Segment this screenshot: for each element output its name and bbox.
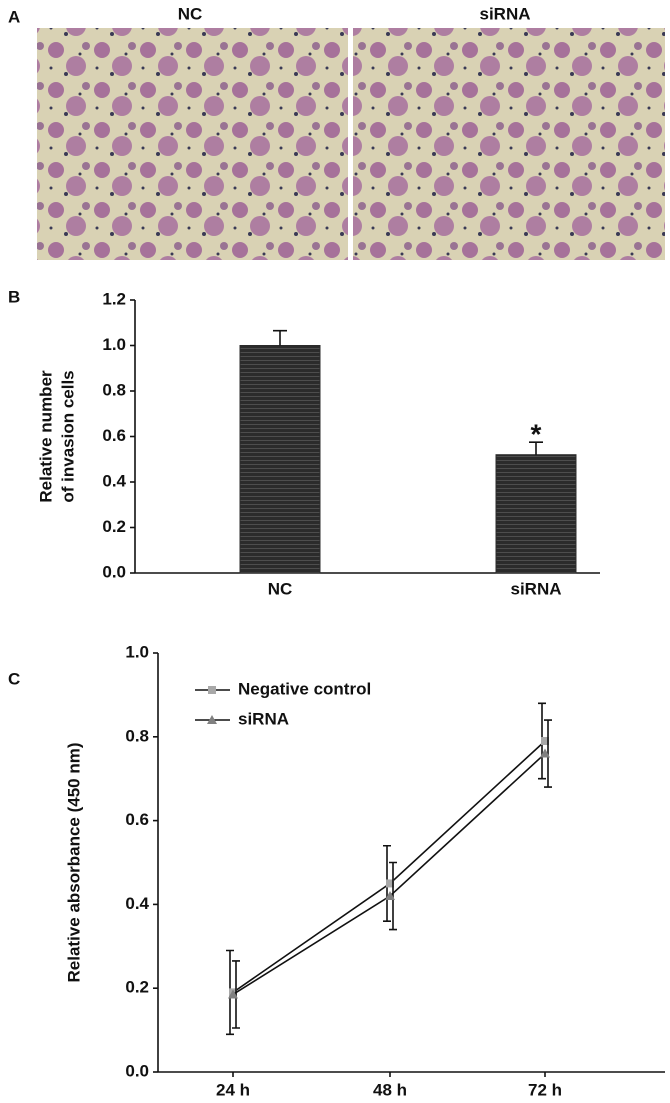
marker — [228, 989, 238, 999]
error-bar — [273, 329, 287, 346]
y-axis-label: Relative number — [36, 370, 55, 503]
y-tick-label: 1.2 — [102, 289, 126, 308]
y-axis-label: Relative absorbance (450 nm) — [64, 743, 83, 983]
panel-label: B — [8, 287, 20, 306]
series-line — [232, 752, 546, 996]
legend-label: siRNA — [238, 709, 289, 728]
marker — [385, 891, 395, 901]
y-tick-label: 1.0 — [125, 642, 149, 661]
x-tick-label: siRNA — [510, 579, 561, 598]
y-tick-label: 0.4 — [102, 471, 126, 490]
x-tick-label: 72 h — [528, 1080, 562, 1099]
y-tick-label: 0.2 — [125, 978, 149, 997]
y-tick-label: 1.0 — [102, 335, 126, 354]
bar — [495, 454, 577, 574]
error-bar — [544, 719, 552, 788]
x-tick-label: 48 h — [373, 1080, 407, 1099]
y-tick-label: 0.6 — [125, 810, 149, 829]
y-axis-label: of invasion cells — [58, 370, 77, 502]
marker — [386, 879, 394, 888]
error-bar — [529, 441, 543, 455]
error-bar — [232, 960, 240, 1029]
legend-label: Negative control — [238, 679, 371, 698]
annotation: * — [531, 419, 542, 450]
y-tick-label: 0.0 — [102, 562, 126, 581]
y-tick-label: 0.8 — [102, 380, 126, 399]
series-line — [232, 740, 546, 994]
marker — [541, 736, 549, 745]
panel-label: A — [8, 7, 20, 26]
error-bar — [389, 861, 397, 931]
y-tick-label: 0.8 — [125, 726, 149, 745]
x-tick-label: 24 h — [216, 1080, 250, 1099]
micrograph — [37, 28, 348, 260]
y-tick-label: 0.4 — [125, 894, 149, 913]
bar — [239, 345, 321, 574]
marker — [207, 715, 217, 724]
micrograph — [353, 28, 665, 260]
x-tick-label: NC — [268, 579, 293, 598]
panel-label: C — [8, 669, 20, 688]
image-title: NC — [178, 4, 203, 23]
image-title: siRNA — [479, 4, 530, 23]
y-tick-label: 0.6 — [102, 426, 126, 445]
y-tick-label: 0.0 — [125, 1061, 149, 1080]
marker — [208, 686, 216, 694]
marker — [540, 748, 550, 758]
y-tick-label: 0.2 — [102, 517, 126, 536]
